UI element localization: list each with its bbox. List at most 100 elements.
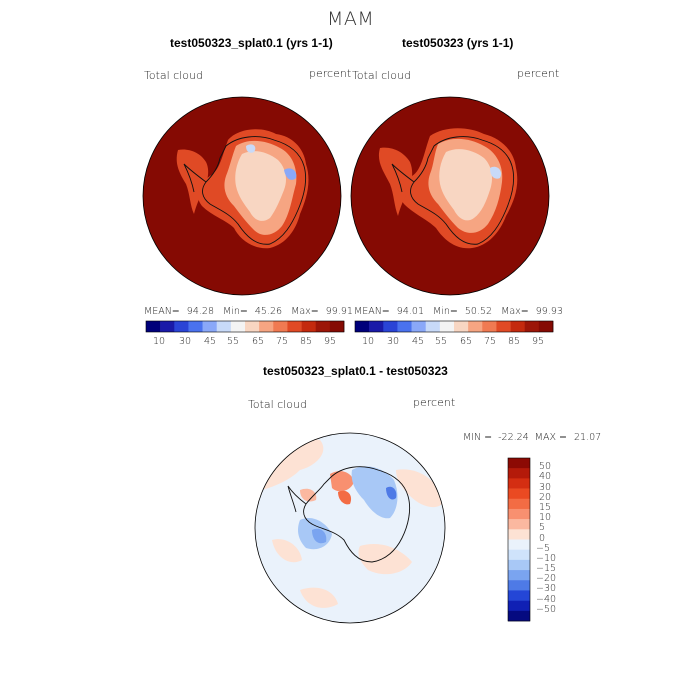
diff-field-label: Total cloud	[248, 398, 307, 411]
cloud-min-spot	[490, 166, 502, 179]
colorbar-swatch	[287, 321, 302, 332]
antarctica-coastline	[287, 466, 411, 563]
diff-colorbar-tick: 20	[539, 491, 552, 503]
diff-panel-title: test050323_splat0.1 - test050323	[263, 364, 448, 378]
colorbar-swatch	[508, 508, 530, 520]
diff-colorbar-tick: 0	[539, 532, 546, 544]
diff-colorbar-tick: 40	[539, 471, 552, 483]
colorbar-swatch	[245, 321, 260, 332]
colorbar-swatch	[259, 321, 274, 332]
panel-2-colorbar-tick: 65	[460, 336, 473, 347]
colorbar-swatch	[383, 321, 398, 332]
panel-2-colorbar-tick: 45	[412, 336, 425, 347]
max-label: MAX =	[534, 432, 567, 443]
panel-2-title: test050323 (yrs 1-1)	[402, 36, 514, 50]
diff-positive-strong	[300, 488, 317, 502]
panel-1-stats: MEAN= 94.28 Min= 45.26 Max= 99.91	[144, 306, 353, 317]
diff-colorbar	[507, 457, 531, 622]
colorbar-outline	[354, 320, 554, 333]
diff-colorbar-tick: −20	[536, 573, 557, 585]
antarctica-coastline	[183, 136, 307, 245]
colorbar-swatch	[369, 321, 384, 332]
colorbar-swatch	[510, 321, 526, 332]
colorbar-outline	[145, 320, 345, 333]
diff-units-label: percent	[413, 396, 456, 409]
colorbar-swatch	[508, 559, 530, 571]
diff-colorbar-tick: −15	[536, 563, 557, 575]
diff-negative-strong	[312, 528, 327, 544]
peninsula-contour	[378, 147, 413, 216]
antarctica-coastline	[391, 136, 515, 245]
panel-1-colorbar-tick: 75	[276, 336, 289, 347]
diff-positive-strong	[330, 471, 354, 492]
colorbar-swatch	[468, 321, 483, 332]
colorbar-swatch	[524, 321, 540, 332]
colorbar-swatch	[508, 529, 530, 540]
colorbar-swatch	[482, 321, 497, 332]
panel-1-colorbar-tick: 55	[227, 336, 240, 347]
colorbar-swatch	[508, 600, 530, 612]
colorbar-outline	[507, 457, 531, 622]
cloud-min-spot	[284, 168, 297, 180]
diff-colorbar-tick: 30	[539, 481, 552, 493]
mean-label: MEAN=	[354, 306, 390, 317]
panel-2-stats: MEAN= 94.01 Min= 50.52 Max= 99.93	[354, 306, 563, 317]
panel-2-colorbar-tick: 95	[532, 336, 545, 347]
diff-colorbar-tick: 10	[539, 512, 552, 524]
colorbar-swatch	[454, 321, 469, 332]
colorbar-swatch	[425, 321, 441, 332]
colorbar-swatch	[216, 321, 232, 332]
panel-2-units-label: percent	[517, 67, 560, 80]
colorbar-swatch	[508, 488, 530, 500]
colorbar-swatch	[508, 458, 530, 469]
panel-1-colorbar	[145, 320, 345, 333]
panel-1-units-label: percent	[309, 67, 352, 80]
colorbar-swatch	[439, 321, 455, 332]
max-value: 21.07	[574, 432, 602, 443]
colorbar-swatch	[508, 478, 530, 489]
colorbar-swatch	[273, 321, 288, 332]
diff-positive-region	[358, 543, 412, 575]
diff-colorbar-tick: −50	[536, 603, 557, 615]
min-label: Min=	[223, 306, 248, 317]
panel-2-colorbar-tick: 10	[362, 336, 375, 347]
colorbar-swatch	[315, 321, 331, 332]
min-value: -22.24	[498, 432, 529, 443]
min-value: 45.26	[254, 306, 283, 317]
diff-colorbar-tick: −30	[536, 583, 557, 595]
panel-1-colorbar-tick: 10	[153, 336, 166, 347]
diff-colorbar-tick: 50	[539, 461, 552, 473]
cloud-contour-pale	[235, 151, 286, 221]
diff-positive-region	[396, 469, 444, 508]
mean-value: 94.28	[186, 306, 214, 317]
diff-colorbar-tick: −5	[536, 542, 551, 554]
colorbar-swatch	[355, 321, 370, 332]
colorbar-swatch	[188, 321, 203, 332]
colorbar-swatch	[508, 519, 530, 530]
colorbar-swatch	[301, 321, 317, 332]
min-label: MIN =	[463, 432, 493, 443]
colorbar-swatch	[230, 321, 246, 332]
diff-colorbar-tick: −10	[536, 552, 557, 564]
colorbar-swatch	[397, 321, 412, 332]
colorbar-swatch	[329, 321, 345, 332]
colorbar-swatch	[411, 321, 427, 332]
colorbar-swatch	[174, 321, 189, 332]
min-value: 50.52	[464, 306, 493, 317]
panel-1-map	[142, 96, 342, 296]
diff-positive-strong	[338, 490, 352, 505]
diff-positive-region	[272, 539, 302, 563]
max-label: Max=	[291, 306, 319, 317]
season-title: MAM	[327, 8, 375, 30]
panel-1-colorbar-tick: 65	[252, 336, 265, 347]
panel-2-colorbar-tick: 55	[435, 336, 448, 347]
cloud-contour-pale	[439, 149, 492, 221]
panel-2-colorbar-tick: 75	[484, 336, 497, 347]
diff-negative-strong	[386, 486, 397, 500]
colorbar-swatch	[508, 468, 530, 479]
panel-2-colorbar-tick: 85	[508, 336, 521, 347]
colorbar-swatch	[146, 321, 161, 332]
cloud-min-spot-2	[246, 144, 256, 153]
max-label: Max=	[501, 306, 529, 317]
panel-2-colorbar-tick: 30	[387, 336, 400, 347]
